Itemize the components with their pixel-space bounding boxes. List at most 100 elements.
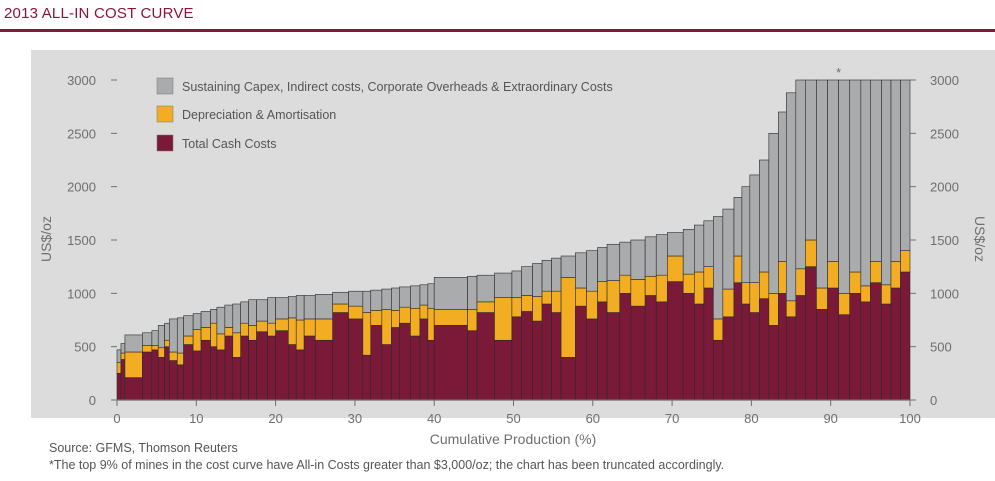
bar-total-cash-37 (476, 312, 495, 401)
bar-sustaining-2 (124, 334, 143, 353)
bar-total-cash-66 (795, 295, 806, 401)
x-tick-label: 50 (506, 411, 520, 426)
bar-sustaining-65 (785, 92, 797, 302)
bar-sustaining-8 (176, 317, 184, 354)
y-tick-label-right: 2500 (930, 126, 959, 141)
bar-depreciation-67 (805, 239, 817, 267)
bar-depreciation-47 (597, 281, 608, 303)
bar-total-cash-18 (256, 331, 268, 401)
bar-total-cash-12 (210, 346, 218, 401)
legend-swatch-sustaining (156, 77, 174, 95)
bar-sustaining-46 (586, 250, 598, 292)
bar-depreciation-7 (169, 351, 178, 361)
bar-depreciation-31 (399, 306, 411, 324)
bar-total-cash-34 (427, 339, 435, 401)
bar-depreciation-74 (881, 284, 892, 305)
bar-total-cash-33 (419, 318, 429, 401)
bar-total-cash-63 (768, 325, 779, 401)
bar-sustaining-23 (303, 295, 316, 320)
bar-depreciation-6 (164, 339, 170, 347)
bar-depreciation-36 (467, 309, 478, 331)
bar-total-cash-61 (749, 312, 760, 401)
bar-sustaining-64 (778, 111, 787, 262)
bar-sustaining-43 (551, 257, 562, 292)
bar-sustaining-47 (597, 247, 608, 282)
bar-sustaining-37 (476, 274, 495, 303)
bar-total-cash-10 (192, 350, 202, 401)
bar-total-cash-27 (362, 354, 372, 401)
chart-title: 2013 ALL-IN COST CURVE (4, 5, 194, 22)
bar-total-cash-60 (741, 303, 751, 401)
bar-total-cash-14 (224, 335, 234, 401)
y-tick-label-left: 3000 (67, 73, 96, 88)
bar-sustaining-45 (575, 252, 587, 289)
bar-sustaining-13 (216, 306, 226, 335)
bar-depreciation-10 (192, 329, 202, 352)
bar-sustaining-6 (164, 322, 170, 341)
bar-depreciation-19 (267, 322, 276, 337)
bar-depreciation-22 (295, 319, 305, 351)
legend: Sustaining Capex, Indirect costs, Corpor… (156, 77, 613, 152)
bar-depreciation-0 (116, 362, 122, 374)
bar-depreciation-33 (419, 304, 429, 320)
y-tick-label-right: 1500 (930, 233, 959, 248)
bar-sustaining-69 (827, 79, 839, 262)
bar-depreciation-72 (860, 285, 871, 303)
bar-total-cash-11 (200, 339, 211, 401)
bar-sustaining-57 (713, 216, 724, 320)
bar-sustaining-51 (644, 236, 657, 277)
bar-total-cash-0 (116, 373, 122, 401)
bar-total-cash-4 (151, 349, 159, 401)
x-tick-label: 90 (823, 411, 837, 426)
bar-sustaining-21 (287, 296, 297, 319)
bar-sustaining-44 (560, 255, 576, 278)
x-axis-label: Cumulative Production (%) (430, 431, 597, 447)
bar-depreciation-41 (532, 296, 543, 322)
bar-sustaining-53 (667, 232, 684, 257)
bar-depreciation-15 (232, 332, 242, 358)
bar-total-cash-64 (778, 293, 787, 401)
y-tick-label-left: 2500 (67, 126, 96, 141)
bar-sustaining-41 (532, 263, 543, 297)
bar-depreciation-40 (521, 295, 533, 312)
bar-total-cash-52 (655, 301, 668, 401)
bar-depreciation-11 (200, 327, 211, 341)
bar-total-cash-8 (176, 364, 184, 401)
bar-sustaining-58 (722, 208, 735, 290)
x-tick-label: 30 (348, 411, 362, 426)
y-tick-label-right: 2000 (930, 180, 959, 195)
bar-depreciation-51 (644, 275, 657, 296)
bar-depreciation-68 (816, 287, 828, 310)
bar-depreciation-24 (314, 318, 333, 341)
bar-sustaining-48 (606, 243, 621, 281)
legend-label-sustaining: Sustaining Capex, Indirect costs, Corpor… (182, 80, 613, 94)
bar-depreciation-48 (606, 280, 621, 313)
bar-sustaining-0 (116, 349, 122, 363)
bar-total-cash-59 (733, 282, 743, 401)
bar-total-cash-13 (216, 349, 226, 401)
bar-total-cash-32 (410, 335, 421, 401)
bar-sustaining-5 (157, 325, 165, 349)
bar-depreciation-17 (248, 325, 257, 341)
y-tick-label-right: 3000 (930, 73, 959, 88)
bar-depreciation-57 (713, 318, 724, 341)
bar-sustaining-3 (142, 332, 153, 346)
bar-depreciation-8 (176, 352, 184, 366)
bar-sustaining-29 (381, 288, 392, 310)
bar-depreciation-44 (560, 277, 576, 358)
truncation-marker: * (836, 65, 841, 80)
bar-total-cash-9 (183, 344, 194, 401)
x-tick-label: 40 (427, 411, 441, 426)
bar-sustaining-14 (224, 304, 234, 328)
bar-sustaining-24 (314, 294, 333, 320)
bar-total-cash-58 (722, 316, 735, 401)
bar-depreciation-29 (381, 309, 392, 345)
bar-depreciation-50 (630, 279, 646, 307)
bar-depreciation-66 (795, 268, 806, 296)
bar-depreciation-28 (370, 310, 383, 326)
bar-depreciation-26 (348, 305, 364, 320)
bar-depreciation-64 (778, 261, 787, 294)
bar-depreciation-71 (849, 271, 862, 294)
bar-total-cash-28 (370, 325, 383, 401)
